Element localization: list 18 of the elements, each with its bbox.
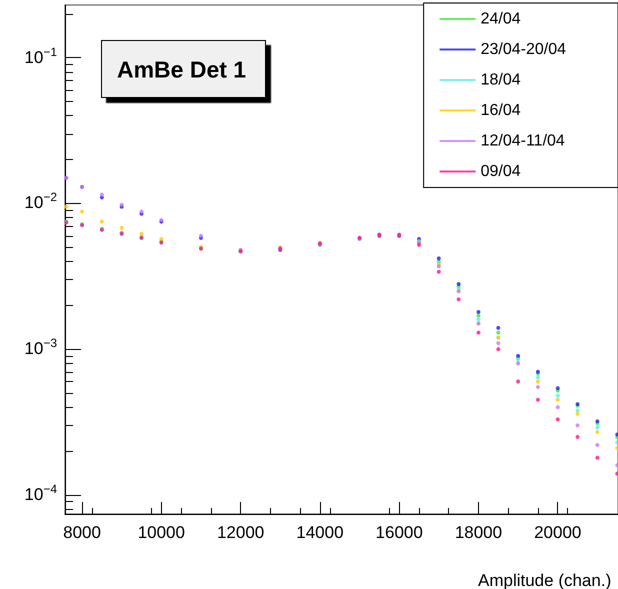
x-tick-label: 10000: [138, 523, 185, 542]
legend-label: 18/04: [480, 72, 521, 88]
legend-label: 12/04-11/04: [480, 132, 565, 150]
legend-label: 09/04: [480, 163, 521, 180]
x-tick-label: 16000: [376, 523, 423, 542]
text: AmBe Det 1: [117, 56, 246, 82]
x-tick-label: 8000: [63, 523, 101, 542]
y-tick-label: 10$^{−3}$: [24, 336, 57, 360]
x-tick-label: 20000: [534, 523, 582, 542]
x-tick-label: 12000: [216, 523, 264, 542]
y-tick-label: 10$^{−2}$: [24, 190, 57, 214]
legend-label: 24/04: [480, 10, 521, 28]
legend-label: 16/04: [480, 102, 521, 119]
x-tick-label: 18000: [454, 523, 502, 542]
y-tick-label: 10$^{−1}$: [24, 44, 57, 69]
x-tick-label: 14000: [296, 523, 344, 542]
legend-label: 23/04-20/04: [480, 41, 566, 58]
y-tick-label: 10$^{−4}$: [24, 482, 57, 506]
